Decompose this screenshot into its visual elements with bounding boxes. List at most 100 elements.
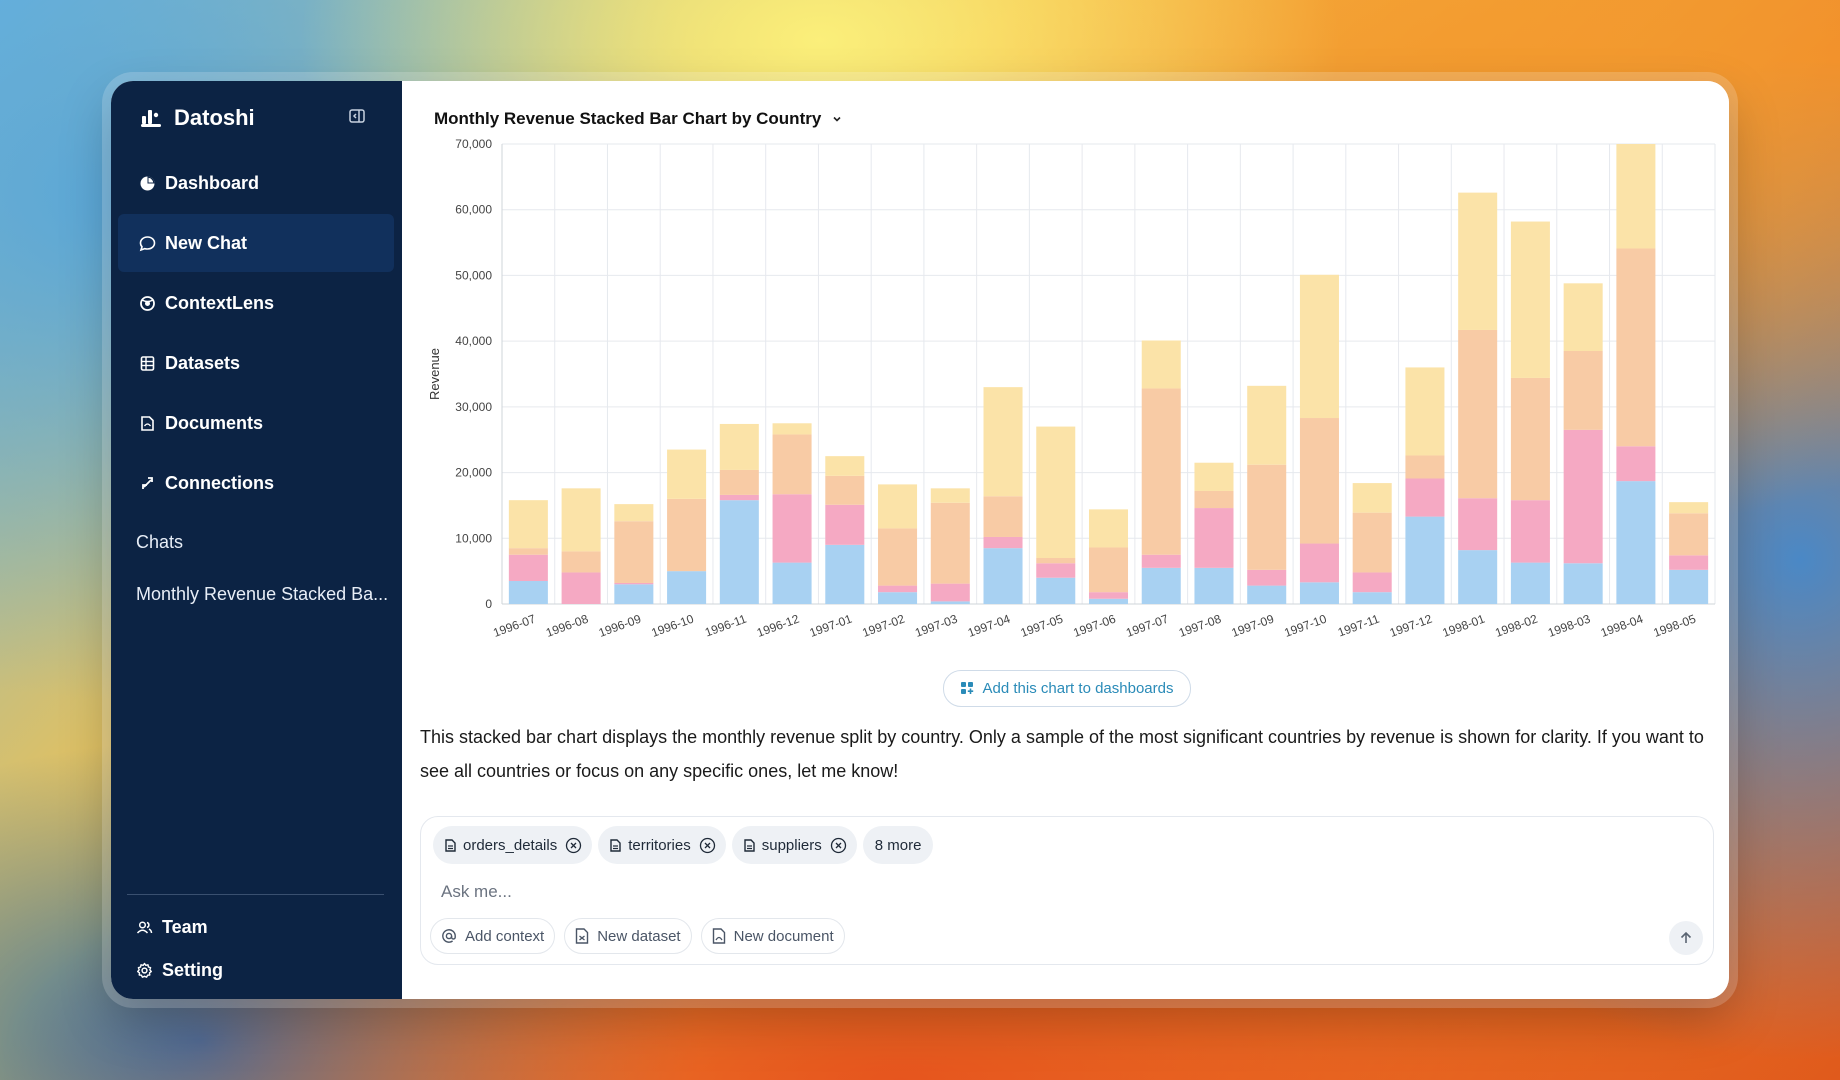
more-context-chip[interactable]: 8 more [862,826,934,864]
send-button[interactable] [1669,921,1703,955]
bar-segment [825,504,865,545]
x-tick-label: 1998-01 [1441,612,1487,640]
x-tick-label: 1997-04 [966,612,1012,640]
x-tick-label: 1996-10 [649,612,695,640]
sidebar-collapse-icon[interactable] [348,107,366,125]
bar-segment [1141,340,1181,389]
sidebar-item-datasets[interactable]: Datasets [118,334,394,392]
bar-segment [1669,555,1709,570]
remove-circle-icon[interactable] [699,837,716,854]
bar-segment [1141,554,1181,568]
y-tick-label: 70,000 [455,137,492,151]
bar-segment [983,548,1023,604]
bar-segment [878,592,918,604]
bar-segment [614,582,654,585]
recent-chat-item[interactable]: Monthly Revenue Stacked Ba... [136,584,389,604]
bar-segment [878,484,918,529]
y-tick-label: 10,000 [455,531,492,545]
bar-segment [825,456,865,476]
dataset-file-icon [576,928,589,944]
sidebar-item-setting[interactable]: Setting [136,960,223,981]
bar-segment [1036,563,1076,578]
bar-segment [1616,446,1656,482]
file-icon [744,838,755,852]
gear-icon [137,962,152,978]
context-chip-label: orders_details [463,836,558,854]
bar-segment [1405,455,1445,479]
sidebar-item-label: ContextLens [165,292,275,313]
bar-segment [930,502,970,584]
dashboard-icon [140,176,155,190]
composer-actions: Add context New dataset New document [430,918,845,954]
sidebar-item-dashboard[interactable]: Dashboard [118,154,394,212]
chart-title-dropdown[interactable]: Monthly Revenue Stacked Bar Chart by Cou… [434,109,843,129]
bar-segment [1194,462,1234,491]
bar-segment [508,548,548,555]
y-tick-label: 30,000 [455,400,492,414]
x-tick-label: 1996-12 [755,612,801,640]
y-axis-label: Revenue [427,348,442,400]
bar-segment [614,521,654,583]
context-chip[interactable]: orders_details [433,826,593,864]
bar-segment [614,504,654,522]
remove-circle-icon[interactable] [830,837,847,854]
bar-segment [1299,582,1339,604]
app-window: Datoshi Dashboard New Chat [111,81,1729,999]
bar-segment [825,544,865,604]
x-tick-label: 1997-02 [860,612,906,640]
context-chip[interactable]: suppliers [731,826,857,864]
sidebar-item-label: New Chat [165,232,248,253]
add-context-button[interactable]: Add context [430,918,556,954]
bar-segment [1141,388,1181,555]
bar-segment [667,571,707,604]
sidebar-item-connections[interactable]: Connections [118,454,394,512]
bar-segment [1616,481,1656,604]
new-document-button[interactable]: New document [700,918,845,954]
bar-segment [561,488,601,552]
bars-group [508,144,1709,604]
brand[interactable]: Datoshi [140,101,255,135]
remove-circle-icon[interactable] [565,837,582,854]
bar-segment [930,601,970,604]
bar-segment [1563,429,1603,564]
sidebar-item-label: Documents [165,412,264,433]
bar-segment [561,572,601,604]
bar-segment [508,500,548,549]
y-tick-label: 0 [485,597,492,611]
bar-segment [1088,509,1129,548]
bar-segment [719,500,759,604]
x-tick-label: 1997-11 [1336,612,1382,640]
new-dataset-button[interactable]: New dataset [564,918,692,954]
document-icon [141,415,154,431]
sidebar-item-new-chat[interactable]: New Chat [118,214,394,272]
bar-segment [772,434,812,495]
ask-input[interactable] [441,880,1541,904]
sidebar: Datoshi Dashboard New Chat [111,81,402,999]
y-tick-label: 40,000 [455,334,492,348]
sidebar-item-team[interactable]: Team [136,917,208,938]
chats-section-label[interactable]: Chats [136,532,184,552]
bar-segment [1616,144,1656,249]
sidebar-item-contextlens[interactable]: ContextLens [118,274,394,332]
bar-segment [930,583,970,602]
add-to-dashboards-button[interactable]: Add this chart to dashboards [943,670,1191,707]
bar-segment [1247,569,1287,586]
bar-segment [878,528,918,586]
revenue-chart: 0 10,000 20,000 30,000 40,000 50,000 60,000 70,… [417,134,1717,659]
context-chip[interactable]: territories [598,826,726,864]
bar-segment [1405,367,1445,456]
bar-segment [1510,221,1550,378]
stacked-bar-chart: 0 10,000 20,000 30,000 40,000 50,000 60,000 70,… [427,137,1716,640]
bar-segment [1669,502,1709,514]
bar-segment [1510,377,1550,501]
bar-segment [561,551,601,573]
bar-segment [772,494,812,563]
bar-segment [1458,550,1498,604]
bar-segment [1194,508,1234,568]
sidebar-item-documents[interactable]: Documents [118,394,394,452]
datoshi-logo-icon [141,110,161,127]
context-chips: orders_details territories suppliers 8 m… [433,826,934,864]
x-tick-label: 1997-09 [1230,612,1276,640]
y-tick-label: 60,000 [455,203,492,217]
file-icon [445,838,456,852]
